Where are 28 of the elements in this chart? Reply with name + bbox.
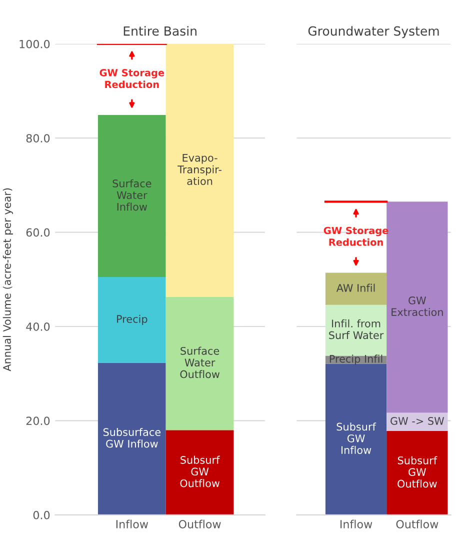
- y-tick-label: 20.0: [26, 416, 50, 426]
- x-tick-label: Inflow: [340, 520, 372, 528]
- x-tick-label: Outflow: [396, 520, 438, 528]
- series-label: Subsurf GW Outflow: [180, 456, 220, 488]
- y-axis-title: Annual Volume (acre-feet per year): [2, 188, 13, 372]
- series-label: AW Infil: [336, 284, 375, 292]
- y-tick-label: 80.0: [26, 134, 50, 142]
- chart-title: Entire Basin: [124, 26, 196, 36]
- x-tick-label: Outflow: [178, 520, 221, 528]
- y-tick-label: 60.0: [26, 228, 50, 237]
- series-label: GW -> SW: [390, 417, 444, 425]
- chart-title: Groundwater System: [308, 26, 439, 38]
- series-label: Subsurf GW Inflow: [336, 422, 376, 454]
- y-tick-label: 100.0: [20, 40, 50, 48]
- annotation: GW Storage Reduction: [100, 69, 164, 88]
- series-label: Precip: [117, 314, 148, 325]
- series-label: GW Extraction: [392, 296, 443, 316]
- series-label: Infil. from Surf Water: [329, 319, 384, 340]
- series-label: Surface Water Inflow: [112, 179, 152, 211]
- series-label: Precip Infil: [330, 354, 382, 365]
- series-label: Surface Water Outflow: [180, 346, 220, 378]
- series-label: Subsurf GW Outflow: [398, 456, 438, 488]
- y-tick-label: 40.0: [26, 322, 50, 331]
- series-label: Evapo- Transpir- ation: [178, 154, 222, 186]
- x-tick-label: Inflow: [116, 520, 148, 528]
- annotation: GW Storage Reduction: [324, 226, 388, 246]
- series-label: Subsurface GW Inflow: [103, 428, 161, 448]
- y-tick-label: 0.0: [33, 510, 50, 520]
